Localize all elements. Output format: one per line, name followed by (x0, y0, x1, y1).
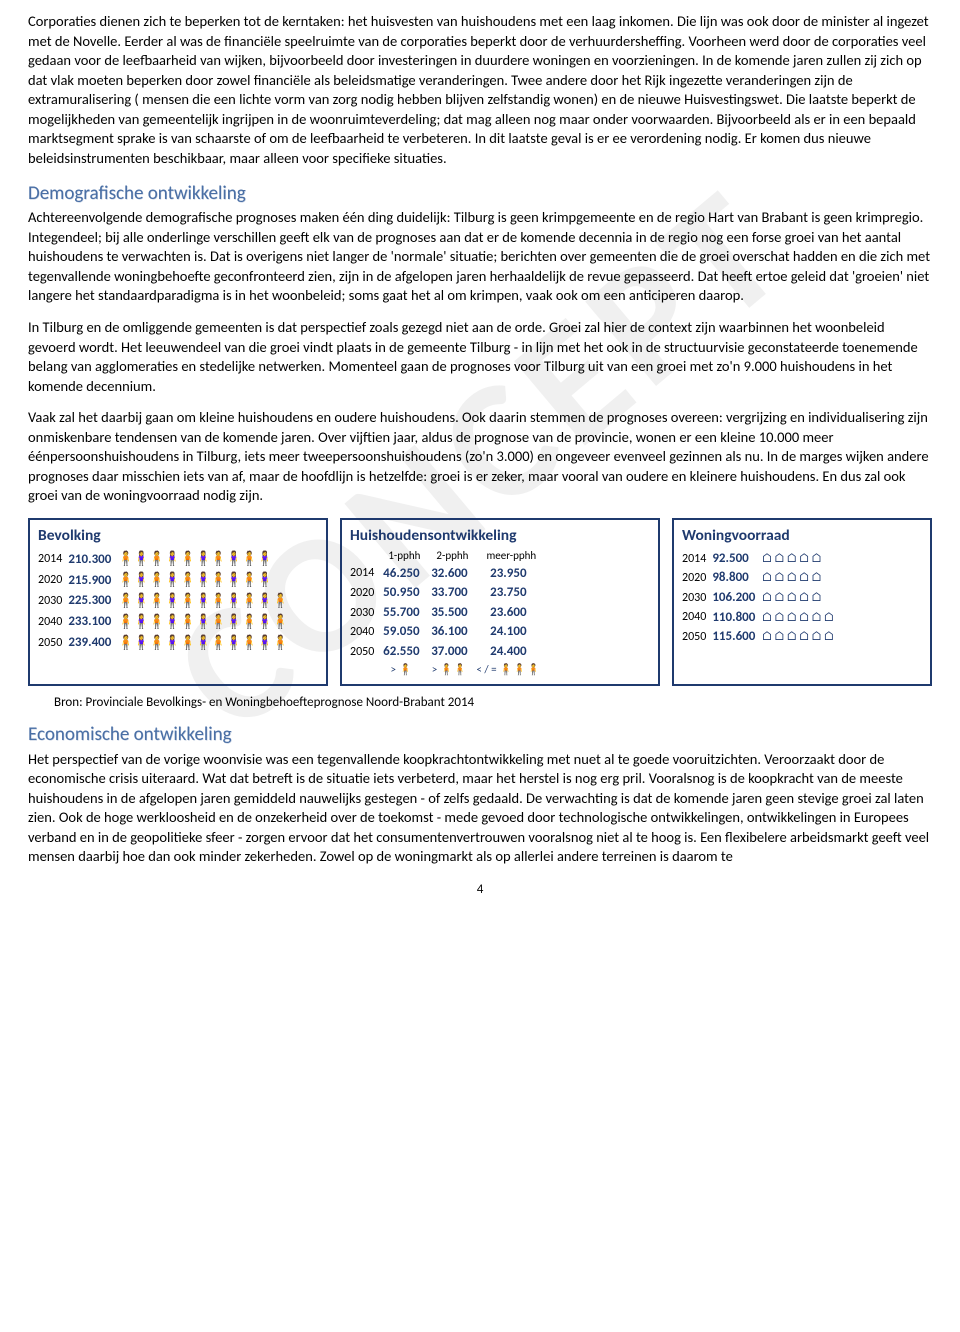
paragraph-econ: Het perspectief van de vorige woonvisie … (28, 750, 932, 867)
paragraph-demo-1: Achtereenvolgende demografische prognose… (28, 208, 932, 306)
box-woningvoorraad-title: Woningvoorraad (682, 526, 922, 547)
woningvoorraad-row: 2040110.800⌂⌂⌂⌂⌂⌂ (682, 608, 842, 628)
box-huishoudens-title: Huishoudensontwikkeling (350, 526, 650, 547)
people-icon: 🧍🧍‍♀️🧍🧍‍♀️🧍🧍‍♀️🧍🧍‍♀️🧍🧍‍♀️🧍 (117, 612, 293, 633)
value-1pphh: 59.050 (380, 622, 428, 642)
huishoudens-row: 202050.95033.70023.750 (350, 583, 546, 603)
value: 215.900 (68, 570, 117, 591)
page-content: Corporaties dienen zich te beperken tot … (28, 12, 932, 898)
heading-demografische: Demografische ontwikkeling (28, 181, 932, 207)
year: 2050 (682, 627, 712, 647)
huishoudens-row: 201446.25032.60023.950 (350, 564, 546, 584)
bevolking-row: 2014210.300🧍🧍‍♀️🧍🧍‍♀️🧍🧍‍♀️🧍🧍‍♀️🧍🧍‍♀️ (38, 549, 293, 570)
paragraph-demo-2: In Tilburg en de omliggende gemeenten is… (28, 318, 932, 396)
bevolking-row: 2020215.900🧍🧍‍♀️🧍🧍‍♀️🧍🧍‍♀️🧍🧍‍♀️🧍🧍‍♀️ (38, 570, 293, 591)
paragraph-demo-3: Vaak zal het daarbij gaan om kleine huis… (28, 408, 932, 506)
huishoudens-row: 204059.05036.10024.100 (350, 622, 546, 642)
value-meerpphh: 23.750 (476, 583, 546, 603)
value-meerpphh: 23.600 (476, 603, 546, 623)
year: 2014 (350, 564, 380, 584)
huishoudens-table: 1-pphh 2-pphh meer-pphh 201446.25032.600… (350, 549, 546, 678)
value-1pphh: 62.550 (380, 642, 428, 662)
value: 239.400 (68, 633, 117, 654)
value-meerpphh: 24.100 (476, 622, 546, 642)
box-bevolking-title: Bevolking (38, 526, 318, 547)
year: 2040 (682, 608, 712, 628)
bevolking-row: 2040233.100🧍🧍‍♀️🧍🧍‍♀️🧍🧍‍♀️🧍🧍‍♀️🧍🧍‍♀️🧍 (38, 612, 293, 633)
people-icon: 🧍🧍‍♀️🧍🧍‍♀️🧍🧍‍♀️🧍🧍‍♀️🧍🧍‍♀️ (117, 570, 293, 591)
paragraph-intro: Corporaties dienen zich te beperken tot … (28, 12, 932, 169)
page-number: 4 (28, 881, 932, 899)
trend-2: > 🧍🧍 (428, 662, 476, 679)
value-meerpphh: 24.400 (476, 642, 546, 662)
value-1pphh: 55.700 (380, 603, 428, 623)
woningvoorraad-row: 201492.500⌂⌂⌂⌂⌂ (682, 549, 842, 569)
value: 110.800 (712, 608, 761, 628)
house-icon: ⌂⌂⌂⌂⌂ (761, 588, 841, 608)
woningvoorraad-row: 2050115.600⌂⌂⌂⌂⌂⌂ (682, 627, 842, 647)
value: 106.200 (712, 588, 761, 608)
people-icon: 🧍🧍‍♀️🧍🧍‍♀️🧍🧍‍♀️🧍🧍‍♀️🧍🧍‍♀️ (117, 549, 293, 570)
huishoudens-row: 203055.70035.50023.600 (350, 603, 546, 623)
hh-col-3: meer-pphh (476, 549, 546, 564)
hh-col-1: 1-pphh (380, 549, 428, 564)
hh-col-2: 2-pphh (428, 549, 476, 564)
value-2pphh: 33.700 (428, 583, 476, 603)
value-1pphh: 46.250 (380, 564, 428, 584)
huishoudens-row: 205062.55037.00024.400 (350, 642, 546, 662)
bevolking-row: 2050239.400🧍🧍‍♀️🧍🧍‍♀️🧍🧍‍♀️🧍🧍‍♀️🧍🧍‍♀️🧍 (38, 633, 293, 654)
value: 92.500 (712, 549, 761, 569)
woningvoorraad-row: 2030106.200⌂⌂⌂⌂⌂ (682, 588, 842, 608)
year: 2050 (350, 642, 380, 662)
year: 2020 (682, 568, 712, 588)
value: 225.300 (68, 591, 117, 612)
value-meerpphh: 23.950 (476, 564, 546, 584)
year: 2030 (350, 603, 380, 623)
house-icon: ⌂⌂⌂⌂⌂⌂ (761, 627, 841, 647)
year: 2014 (38, 549, 68, 570)
trend-1: > 🧍 (380, 662, 428, 679)
year: 2040 (350, 622, 380, 642)
huishoudens-trend-row: > 🧍> 🧍🧍< / = 🧍🧍🧍 (350, 662, 546, 679)
heading-economische: Economische ontwikkeling (28, 722, 932, 748)
year: 2030 (38, 591, 68, 612)
year: 2040 (38, 612, 68, 633)
value-2pphh: 37.000 (428, 642, 476, 662)
box-huishoudens: Huishoudensontwikkeling 1-pphh 2-pphh me… (340, 518, 660, 686)
house-icon: ⌂⌂⌂⌂⌂⌂ (761, 608, 841, 628)
year: 2020 (350, 583, 380, 603)
value: 210.300 (68, 549, 117, 570)
year: 2020 (38, 570, 68, 591)
value-2pphh: 32.600 (428, 564, 476, 584)
box-bevolking: Bevolking 2014210.300🧍🧍‍♀️🧍🧍‍♀️🧍🧍‍♀️🧍🧍‍♀… (28, 518, 328, 686)
people-icon: 🧍🧍‍♀️🧍🧍‍♀️🧍🧍‍♀️🧍🧍‍♀️🧍🧍‍♀️🧍 (117, 591, 293, 612)
people-icon: 🧍🧍‍♀️🧍🧍‍♀️🧍🧍‍♀️🧍🧍‍♀️🧍🧍‍♀️🧍 (117, 633, 293, 654)
woningvoorraad-table: 201492.500⌂⌂⌂⌂⌂202098.800⌂⌂⌂⌂⌂2030106.20… (682, 549, 842, 647)
value-2pphh: 35.500 (428, 603, 476, 623)
year: 2050 (38, 633, 68, 654)
box-woningvoorraad: Woningvoorraad 201492.500⌂⌂⌂⌂⌂202098.800… (672, 518, 932, 686)
bevolking-row: 2030225.300🧍🧍‍♀️🧍🧍‍♀️🧍🧍‍♀️🧍🧍‍♀️🧍🧍‍♀️🧍 (38, 591, 293, 612)
year: 2030 (682, 588, 712, 608)
value: 98.800 (712, 568, 761, 588)
source-text: Bron: Provinciale Bevolkings- en Woningb… (54, 694, 932, 712)
trend-3: < / = 🧍🧍🧍 (476, 662, 546, 679)
value-1pphh: 50.950 (380, 583, 428, 603)
value: 115.600 (712, 627, 761, 647)
bevolking-table: 2014210.300🧍🧍‍♀️🧍🧍‍♀️🧍🧍‍♀️🧍🧍‍♀️🧍🧍‍♀️2020… (38, 549, 293, 653)
house-icon: ⌂⌂⌂⌂⌂ (761, 549, 841, 569)
infographic-row: Bevolking 2014210.300🧍🧍‍♀️🧍🧍‍♀️🧍🧍‍♀️🧍🧍‍♀… (28, 518, 932, 686)
value: 233.100 (68, 612, 117, 633)
house-icon: ⌂⌂⌂⌂⌂ (761, 568, 841, 588)
year: 2014 (682, 549, 712, 569)
woningvoorraad-row: 202098.800⌂⌂⌂⌂⌂ (682, 568, 842, 588)
value-2pphh: 36.100 (428, 622, 476, 642)
